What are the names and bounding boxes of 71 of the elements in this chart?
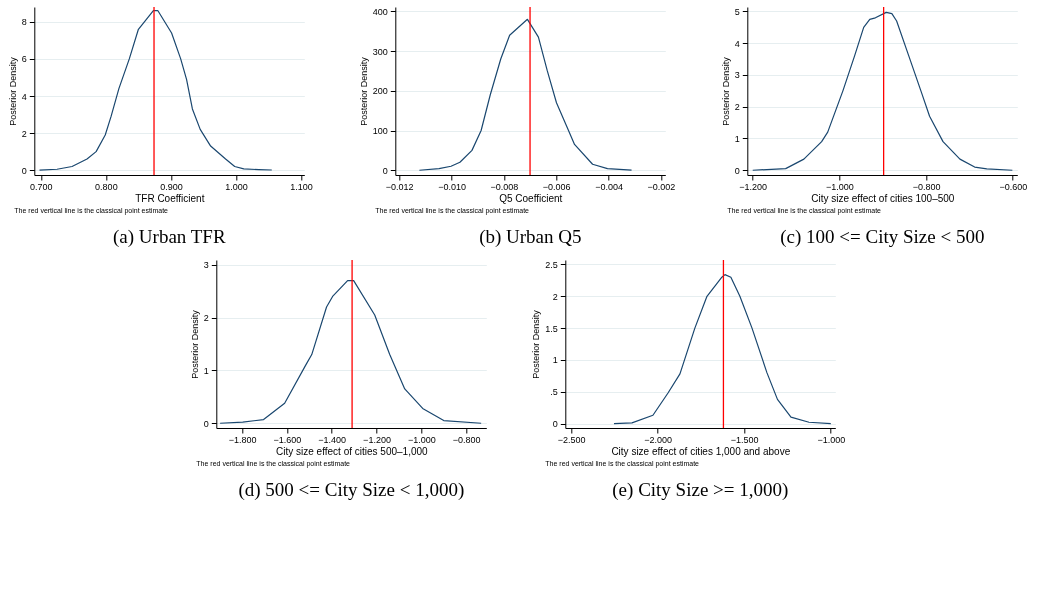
x-tick-label: −1.600: [273, 434, 302, 445]
text: (c) 100 <= City Size < 500: [780, 226, 985, 248]
y-tick-label: 2.5: [545, 259, 558, 270]
y-tick-label: 3: [734, 70, 740, 81]
y-axis-title: Posterior Density: [7, 56, 18, 126]
x-tick-label: −1.200: [739, 181, 768, 192]
line-series: [219, 280, 482, 424]
x-tick-label: −2.000: [644, 434, 673, 445]
y-tick-label: 1: [552, 355, 558, 366]
y-tick-label: 400: [372, 6, 388, 17]
x-tick-label: 1.000: [225, 181, 248, 192]
x-tick-label: −0.600: [999, 181, 1028, 192]
line-series: [613, 274, 832, 425]
x-tick-label: −1.500: [730, 434, 759, 445]
x-tick-label: 0.800: [95, 181, 118, 192]
y-tick-label: 0: [552, 419, 558, 430]
y-axis-title: Posterior Density: [189, 309, 200, 379]
x-tick-label: −0.800: [452, 434, 481, 445]
y-axis-title: Posterior Density: [720, 56, 731, 126]
x-tick-label: −1.000: [826, 181, 854, 192]
x-axis-title: City size effect of cities 500–1,000: [276, 445, 429, 457]
y-tick-label: 5: [734, 6, 740, 17]
y-tick-label: 2: [203, 313, 209, 324]
x-tick-label: −0.004: [595, 181, 623, 192]
x-tick-label: −1.800: [228, 434, 257, 445]
line-series: [38, 10, 273, 171]
y-tick-label: .5: [550, 387, 558, 398]
x-axis-title: City size effect of cities 1,000 and above: [611, 445, 791, 457]
text: (d) 500 <= City Size < 1,000): [238, 479, 465, 501]
y-tick-label: 1: [203, 365, 209, 376]
y-tick-label: 0: [382, 165, 388, 176]
y-tick-label: 2: [552, 291, 558, 302]
line-series: [418, 18, 633, 171]
x-tick-label: −0.006: [542, 181, 571, 192]
x-tick-label: 0.700: [30, 181, 53, 192]
y-tick-label: 8: [21, 17, 27, 28]
x-tick-label: −0.800: [912, 181, 941, 192]
y-tick-label: 2: [21, 128, 27, 139]
text: (b) Urban Q5: [479, 226, 582, 248]
y-tick-label: 0: [21, 165, 27, 176]
x-axis-title: TFR Coefficient: [135, 192, 205, 204]
text: (a) Urban TFR: [113, 226, 226, 248]
y-axis-title: Posterior Density: [358, 56, 369, 126]
y-tick-label: 100: [372, 126, 388, 137]
y-tick-label: 4: [734, 38, 740, 49]
x-tick-label: −0.012: [385, 181, 414, 192]
y-tick-label: 1: [734, 133, 740, 144]
x-axis-title: City size effect of cities 100–500: [811, 192, 955, 204]
x-tick-label: −0.002: [647, 181, 676, 192]
x-axis-title: Q5 Coefficient: [499, 192, 563, 204]
x-tick-label: −1.200: [363, 434, 391, 445]
y-tick-label: 1.5: [545, 323, 558, 334]
y-tick-label: 2: [734, 102, 740, 113]
y-tick-label: 4: [21, 91, 27, 102]
y-tick-label: 0: [203, 418, 209, 429]
y-tick-label: 6: [21, 54, 27, 65]
x-tick-label: 0.900: [160, 181, 183, 192]
text: (e) City Size >= 1,000): [612, 479, 789, 501]
x-tick-label: 1.100: [290, 181, 313, 192]
y-tick-label: 3: [203, 260, 209, 271]
x-tick-label: −0.010: [438, 181, 466, 192]
x-tick-label: −0.008: [490, 181, 519, 192]
x-tick-label: −2.500: [557, 434, 586, 445]
y-tick-label: 0: [734, 165, 740, 176]
y-tick-label: 200: [372, 86, 388, 97]
x-tick-label: −1.000: [407, 434, 436, 445]
y-axis-title: Posterior Density: [531, 309, 542, 379]
line-series: [752, 11, 1013, 171]
x-tick-label: −1.400: [318, 434, 347, 445]
x-tick-label: −1.000: [817, 434, 846, 445]
y-tick-label: 300: [372, 46, 388, 57]
